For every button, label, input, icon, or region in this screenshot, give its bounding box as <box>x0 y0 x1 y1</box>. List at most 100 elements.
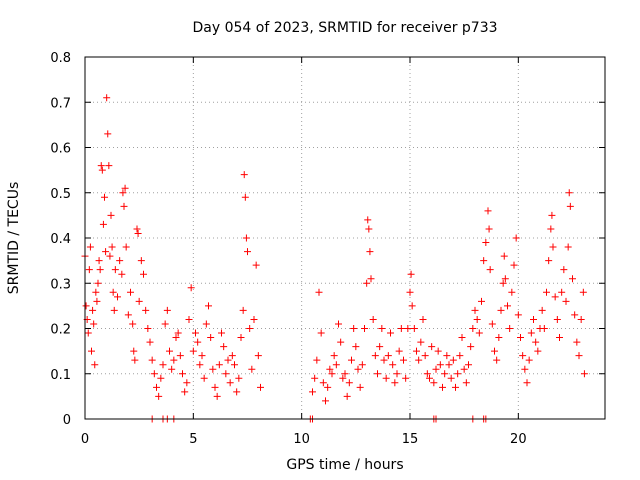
data-point <box>96 266 104 274</box>
data-point <box>163 306 171 314</box>
data-point <box>391 379 399 387</box>
data-point <box>93 297 101 305</box>
data-point <box>369 315 377 323</box>
y-tick-label: 0.5 <box>50 187 71 202</box>
data-point <box>538 306 546 314</box>
data-point <box>220 343 228 351</box>
data-point <box>445 361 453 369</box>
data-point <box>352 343 360 351</box>
data-point <box>426 374 433 382</box>
x-tick-label: 0 <box>81 432 89 447</box>
data-point <box>560 266 568 274</box>
data-point <box>475 329 483 337</box>
data-point <box>248 365 256 373</box>
data-point <box>402 374 410 382</box>
data-point <box>458 334 466 342</box>
data-point <box>131 356 139 364</box>
data-point <box>534 347 542 355</box>
data-point <box>226 379 234 387</box>
data-point <box>397 325 405 332</box>
data-point <box>423 370 431 378</box>
data-point <box>242 234 250 242</box>
data-point <box>485 225 493 233</box>
data-point <box>104 130 112 138</box>
data-point <box>84 329 92 337</box>
data-point <box>380 356 388 364</box>
data-point <box>119 189 127 197</box>
data-point <box>510 261 518 269</box>
y-axis-label: SRMTID / TECUs <box>6 182 22 295</box>
data-point <box>252 261 260 269</box>
data-point <box>551 293 559 301</box>
data-point <box>189 347 197 355</box>
data-point <box>371 352 379 360</box>
data-point <box>337 338 345 346</box>
data-point <box>462 379 470 387</box>
data-point <box>506 325 514 332</box>
data-point <box>558 288 566 296</box>
data-point <box>512 234 520 242</box>
data-point <box>166 347 173 355</box>
data-point <box>365 225 373 233</box>
data-point <box>254 352 262 360</box>
data-point <box>345 379 353 387</box>
data-point <box>257 383 264 391</box>
axis-ticks: 0 0.1 0.2 0.3 0.4 0.5 0.6 0.7 0.8 0 5 10 15 20 <box>50 51 605 447</box>
y-tick-label: 0.7 <box>50 96 71 111</box>
data-point <box>580 370 588 378</box>
data-point <box>361 325 368 332</box>
data-point <box>577 315 585 323</box>
data-point <box>486 266 494 274</box>
data-point <box>148 356 156 364</box>
data-point <box>565 189 573 197</box>
data-point <box>187 284 195 292</box>
data-point <box>527 329 535 337</box>
x-axis-label: GPS time / hours <box>286 457 403 473</box>
data-point <box>129 320 137 328</box>
data-point <box>519 352 527 360</box>
data-point <box>495 334 503 342</box>
data-point <box>434 347 442 355</box>
data-point <box>417 338 425 346</box>
data-point <box>108 243 116 251</box>
data-point <box>137 257 145 265</box>
data-point <box>571 311 579 319</box>
data-point <box>174 329 182 337</box>
data-point <box>335 320 342 328</box>
data-point <box>473 315 481 323</box>
data-point <box>348 356 355 364</box>
data-point <box>88 347 95 355</box>
x-tick-label: 15 <box>402 432 419 447</box>
data-point <box>530 315 537 323</box>
data-point <box>97 162 105 170</box>
data-point <box>239 306 247 314</box>
data-point <box>350 325 358 332</box>
data-point <box>493 356 501 364</box>
data-point <box>246 325 254 332</box>
y-tick-label: 0.6 <box>50 142 71 157</box>
data-point <box>566 202 574 210</box>
data-point <box>569 275 576 283</box>
data-point <box>521 365 529 373</box>
data-point <box>130 347 138 355</box>
data-point <box>89 306 97 314</box>
data-point <box>378 325 386 332</box>
data-point <box>194 338 202 346</box>
data-point <box>168 365 176 373</box>
data-point <box>211 383 219 391</box>
data-point <box>110 306 118 314</box>
data-point <box>116 257 124 265</box>
data-point <box>91 361 99 369</box>
data-point <box>562 297 570 305</box>
data-point <box>407 270 415 278</box>
data-point <box>545 257 553 265</box>
data-point <box>387 329 394 337</box>
x-tick-label: 20 <box>510 432 527 447</box>
data-point <box>358 361 366 369</box>
data-point <box>547 225 555 233</box>
data-point <box>393 370 401 378</box>
data-point <box>144 325 152 332</box>
data-point <box>209 365 217 373</box>
data-point <box>376 343 384 351</box>
data-point <box>185 315 193 323</box>
